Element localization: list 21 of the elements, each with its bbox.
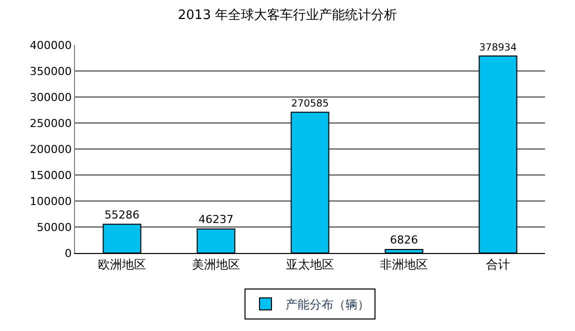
x-tick-label: 亚太地区	[286, 257, 334, 272]
x-tick-label: 美洲地区	[192, 257, 240, 272]
y-tick-label: 300000	[30, 90, 72, 104]
x-tick-label: 合计	[486, 257, 510, 272]
x-tick-label: 欧洲地区	[98, 257, 146, 272]
chart-title: 2013 年全球大客车行业产能统计分析	[178, 7, 398, 24]
y-tick-label: 150000	[30, 168, 72, 182]
y-tick-label: 200000	[30, 142, 72, 156]
y-tick-label: 50000	[36, 220, 72, 234]
y-tick-label: 400000	[30, 38, 72, 52]
legend-label: 产能分布（辆）	[286, 298, 370, 312]
x-tick-label: 非洲地区	[380, 257, 428, 272]
y-tick-label: 100000	[30, 194, 72, 208]
data-label: 55286	[104, 208, 140, 222]
data-label: 378934	[479, 42, 517, 54]
y-tick-label: 0	[64, 246, 72, 260]
y-tick-label: 350000	[30, 64, 72, 78]
data-label: 46237	[198, 212, 234, 226]
y-tick-label: 250000	[30, 116, 72, 130]
data-label: 6826	[390, 233, 418, 246]
data-label: 270585	[291, 98, 329, 110]
